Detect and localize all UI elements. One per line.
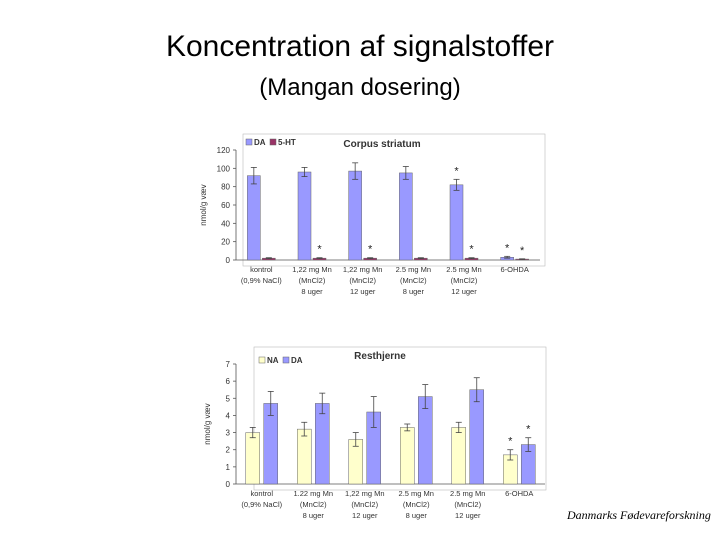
bar-na [451,427,466,485]
y-tick-label: 0 [226,256,231,265]
category-label: 1,22 mg Mn [343,265,383,274]
legend-swatch-da [282,356,290,364]
credit-text: Danmarks Fødevareforskning [567,508,711,522]
category-label: 2.5 mg Mn [396,265,431,274]
category-label: (MnCl2) [299,276,326,285]
legend-label-na: NA [267,356,279,365]
chart-title: Resthjerne [354,351,406,362]
category-label: 12 uger [352,511,378,520]
bar-na [245,432,260,485]
category-label: 2.5 mg Mn [446,265,481,274]
category-label: 12 uger [350,287,376,296]
y-tick-label: 0 [226,480,231,489]
y-tick-label: 100 [217,164,231,173]
category-label: 12 uger [455,511,481,520]
significance-marker: * [508,436,513,448]
category-label: (MnCl2) [451,276,478,285]
y-axis-label: nmol/g væv [203,403,212,444]
plot-frame [253,346,547,491]
plot-frame [242,133,546,267]
category-label: 8 uger [406,511,428,520]
category-label: 8 uger [303,511,325,520]
significance-marker: * [368,244,373,256]
bar-na [297,428,312,485]
y-tick-label: 6 [226,377,231,386]
category-label: 1,22 mg Mn [345,489,385,498]
significance-marker: * [454,165,459,177]
legend-label-5-ht: 5-HT [278,138,296,147]
y-tick-label: 120 [217,146,231,155]
category-label: 6-OHDA [500,265,528,274]
y-axis-label: nmol/g væv [199,184,208,225]
category-label: kontrol [250,265,273,274]
category-label: (0,9% NaCl) [241,276,282,285]
category-label: (MnCl2) [300,500,327,509]
bar-na [400,427,415,485]
bar-da [315,403,330,485]
slide-subtitle: (Mangan dosering) [259,74,461,101]
legend-label-da: DA [291,356,303,365]
legend-swatch-da [245,138,253,146]
y-tick-label: 2 [226,446,231,455]
category-label: 2.5 mg Mn [399,489,434,498]
category-label: (MnCl2) [349,276,376,285]
slide-title: Koncentration af signalstoffer [165,30,555,63]
y-tick-label: 20 [221,238,230,247]
y-tick-label: 3 [226,429,231,438]
category-label: 1,22 mg Mn [292,265,332,274]
y-tick-label: 80 [221,183,230,192]
category-label: (MnCl2) [403,500,430,509]
category-label: kontrol [250,489,273,498]
significance-marker: * [317,244,322,256]
y-tick-label: 7 [226,360,231,369]
category-label: 8 uger [403,287,425,296]
bar-da [418,396,433,485]
category-label: (MnCl2) [351,500,378,509]
legend-label-da: DA [254,138,266,147]
significance-marker: * [505,242,510,254]
category-label: 8 uger [301,287,323,296]
y-tick-label: 1 [226,463,231,472]
category-label: 12 uger [451,287,477,296]
significance-marker: * [526,424,531,436]
y-tick-label: 5 [226,394,231,403]
chart-title: Corpus striatum [343,139,420,150]
legend-swatch-na [258,356,266,364]
legend-swatch-5-ht [269,138,277,146]
category-label: 1.22 mg Mn [293,489,333,498]
category-label: 2.5 mg Mn [450,489,485,498]
y-tick-label: 40 [221,219,230,228]
category-label: (0,9% NaCl) [241,500,282,509]
significance-marker: * [469,244,474,256]
bar-da [469,389,484,485]
y-tick-label: 4 [226,411,231,420]
significance-marker: * [520,245,525,257]
category-label: (MnCl2) [454,500,481,509]
category-label: (MnCl2) [400,276,427,285]
y-tick-label: 60 [221,201,230,210]
category-label: 6-OHDA [505,489,533,498]
